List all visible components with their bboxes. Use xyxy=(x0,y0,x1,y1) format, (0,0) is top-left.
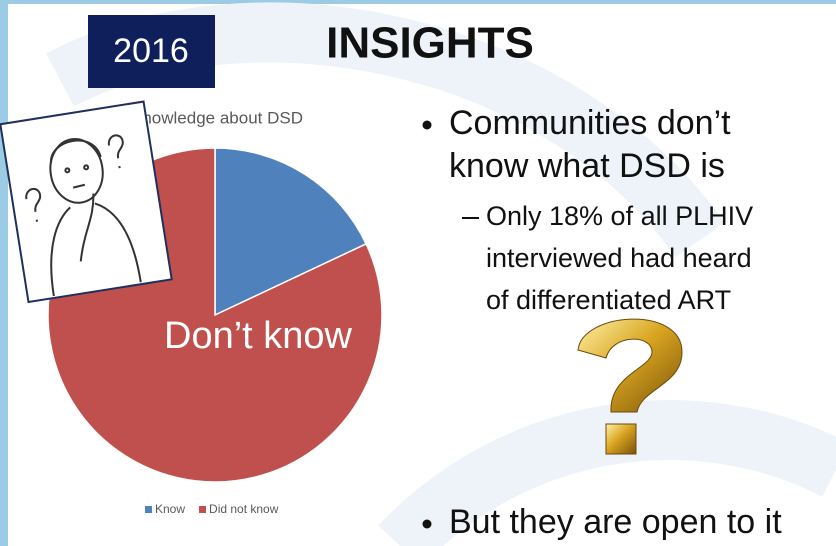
bullet-text: Communities don’t xyxy=(449,104,731,142)
sub-bullet-text: Only 18% of all PLHIV xyxy=(486,201,753,231)
chart-title: Knowledge about DSD xyxy=(131,108,303,127)
bullet-text: But they are open to it xyxy=(449,503,782,541)
pie-slice xyxy=(214,147,368,317)
legend-swatch xyxy=(199,506,207,513)
legend-label: Know xyxy=(155,502,185,516)
year-badge-text: 2016 xyxy=(113,32,189,70)
slide-title: INSIGHTS xyxy=(326,19,534,68)
sub-bullet-text: interviewed had heard xyxy=(486,243,752,273)
legend-label: Did not know xyxy=(209,502,279,516)
bullet-list: Communities don’t know what DSD is Only 18… xyxy=(422,104,782,541)
year-badge xyxy=(88,15,215,88)
slice-annotation: Don’t know xyxy=(164,315,353,357)
bullet-dot xyxy=(422,519,432,529)
bullet-dot xyxy=(422,120,432,130)
sub-bullet-text: of differentiated ART xyxy=(486,285,731,315)
confused-person-image xyxy=(0,100,173,304)
legend-swatch xyxy=(145,506,152,513)
person-drawing xyxy=(25,134,142,297)
bullet-text: know what DSD is xyxy=(449,147,725,185)
question-mark-dot xyxy=(605,423,637,455)
question-mark-icon xyxy=(577,318,683,413)
